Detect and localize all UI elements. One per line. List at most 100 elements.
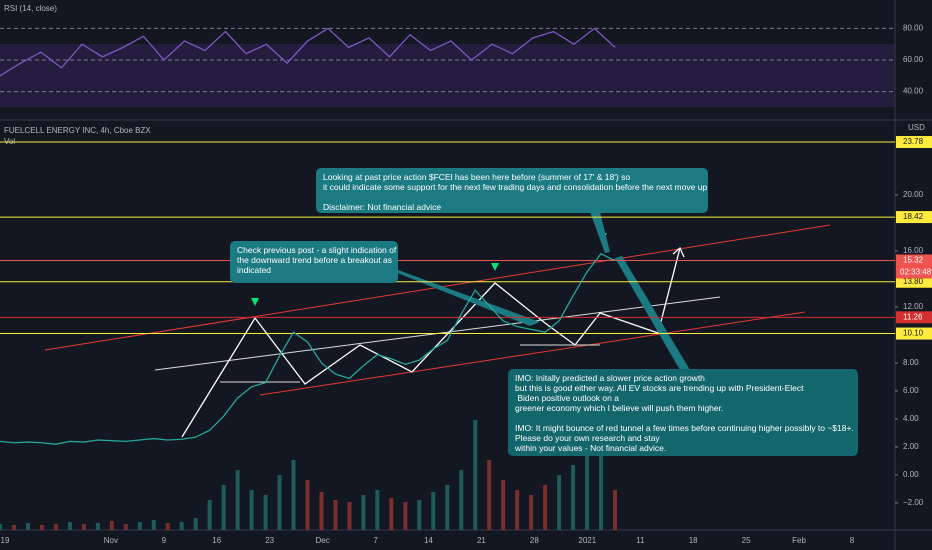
rsi-tick-label: 60.00 xyxy=(903,55,924,64)
volume-bar xyxy=(291,460,296,530)
price-line xyxy=(0,252,616,445)
annotation-line: IMO: It might bounce of red tunnel a few… xyxy=(515,423,854,433)
level-tag xyxy=(896,211,932,224)
volume-bar xyxy=(165,523,170,530)
volume-bar xyxy=(277,475,282,530)
y-tick-label: 4.00 xyxy=(903,414,919,423)
x-tick-label: 9 xyxy=(162,536,167,545)
y-tick-label: 20.00 xyxy=(903,190,924,199)
volume-bar xyxy=(417,500,422,530)
volume-bar xyxy=(25,523,30,530)
channel-bottom xyxy=(259,311,806,396)
marker xyxy=(491,263,499,271)
y-tick-label: 8.00 xyxy=(903,358,919,367)
annotation: Looking at past price action $FCEl has b… xyxy=(316,168,708,213)
volume-bar xyxy=(53,524,58,530)
volume-bar xyxy=(123,524,128,530)
level-label: 23.78 xyxy=(903,137,924,146)
x-tick-label: 8 xyxy=(850,536,855,545)
volume-bar xyxy=(193,518,198,530)
pattern-path xyxy=(181,247,681,438)
level-label: 10.10 xyxy=(903,329,924,338)
arrow-head xyxy=(672,246,685,258)
volume-bar xyxy=(319,492,324,530)
y-tick-label: 2.00 xyxy=(903,442,919,451)
x-tick-label: 11 xyxy=(636,536,645,545)
symbol-label: FUELCELL ENERGY INC, 4h, Cboe BZX xyxy=(4,126,151,135)
x-tick-label: 16 xyxy=(212,536,221,545)
annotation-line: within your values - Not financial advic… xyxy=(515,443,667,453)
annotation-line xyxy=(323,192,701,202)
level-tag xyxy=(896,327,932,340)
level-label: 13.80 xyxy=(903,277,924,286)
volume-bar xyxy=(529,495,534,530)
rsi-line xyxy=(0,27,616,77)
annotation-line: IMO: Initally predicted a slower price a… xyxy=(515,373,705,383)
level-tag xyxy=(896,136,932,149)
x-tick-label: 18 xyxy=(689,536,698,545)
countdown: 02:33:48 xyxy=(900,268,932,277)
volume-bar xyxy=(81,524,86,530)
rsi-tick-label: 40.00 xyxy=(903,87,924,96)
level-tag xyxy=(896,254,932,267)
volume-bar xyxy=(361,495,366,530)
volume-bar xyxy=(249,490,254,530)
callout-pointer xyxy=(615,256,690,370)
volume-bar xyxy=(109,521,114,530)
x-tick-label: 21 xyxy=(477,536,486,545)
annotation-line: Please do your own research and stay xyxy=(515,433,660,443)
callout-pointer xyxy=(390,270,540,326)
countdown-tag xyxy=(896,266,932,279)
volume-bar xyxy=(557,475,562,530)
volume-bar xyxy=(613,490,617,530)
volume-bar xyxy=(375,490,380,530)
annotation-line xyxy=(515,413,851,423)
volume-bar xyxy=(137,522,142,530)
x-tick-label: Dec xyxy=(316,536,330,545)
volume-bar xyxy=(403,502,408,530)
drawings xyxy=(44,212,831,438)
level-tag xyxy=(896,311,932,324)
volume-bar xyxy=(599,440,604,530)
callout-pointer xyxy=(590,212,610,253)
x-tick-label: Nov xyxy=(104,536,118,545)
annotation-line: greener economy which I believe will pus… xyxy=(515,403,724,413)
annotation-line: Biden positive outlook on a xyxy=(515,393,619,403)
volume-bar xyxy=(585,450,590,530)
volume-bar xyxy=(67,522,72,530)
x-tick-label: Feb xyxy=(792,536,806,545)
annotation-line: it could indicate some support for the n… xyxy=(323,182,708,192)
x-tick-label: 14 xyxy=(424,536,433,545)
y-tick-label: −2.00 xyxy=(903,498,924,507)
volume-bar xyxy=(571,465,576,530)
annotation-line: Disclaimer: Not financial advice xyxy=(323,202,442,212)
volume-bar xyxy=(221,485,226,530)
x-tick-label: 28 xyxy=(530,536,539,545)
annotation-line: indicated xyxy=(237,265,272,275)
volume-bar xyxy=(235,470,240,530)
annotation: Check previous post - a slight indicatio… xyxy=(230,241,398,283)
volume-bar xyxy=(207,500,212,530)
level-label: 15.32 xyxy=(903,256,924,265)
x-tick-label: 7 xyxy=(373,536,378,545)
volume-bar xyxy=(543,485,548,530)
annotation: IMO: Initally predicted a slower price a… xyxy=(508,369,858,456)
rsi-band xyxy=(0,44,895,107)
volume-bar xyxy=(459,470,464,530)
volume-bar xyxy=(487,460,492,530)
volume-bar xyxy=(501,480,506,530)
volume-bar xyxy=(473,420,478,530)
annotation-line: Looking at past price action $FCEl has b… xyxy=(323,172,631,182)
level-label: 11.26 xyxy=(903,312,923,321)
annotation-line: the downward trend before a breakout as xyxy=(237,255,392,265)
volume-bar xyxy=(263,495,268,530)
x-tick-label: 23 xyxy=(265,536,274,545)
volume-bar xyxy=(389,498,394,530)
volume-bar xyxy=(431,492,436,530)
volume-bar xyxy=(0,524,2,530)
volume-bar xyxy=(515,490,520,530)
volume-bar xyxy=(305,480,310,530)
volume-bar xyxy=(151,520,156,530)
x-tick-label: 19 xyxy=(1,536,10,545)
